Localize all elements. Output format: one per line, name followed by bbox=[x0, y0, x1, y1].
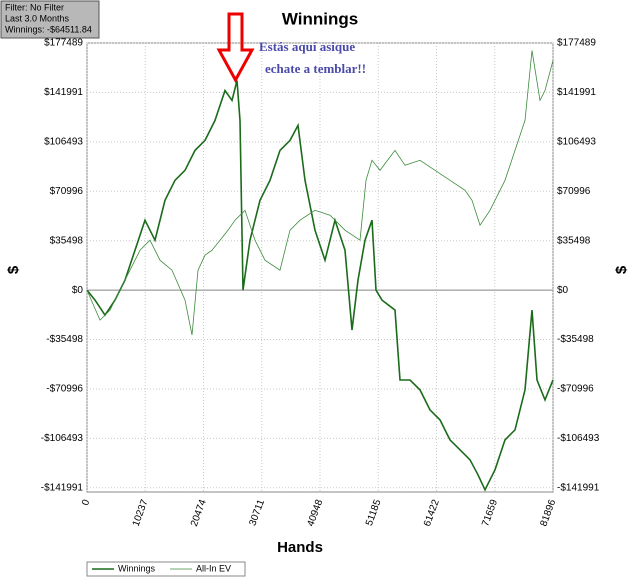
y2-tick-label: -$35498 bbox=[557, 334, 594, 345]
annotation: echate a temblar!! bbox=[265, 61, 366, 76]
y2-tick-label: $177489 bbox=[557, 38, 596, 49]
chart-title: Winnings bbox=[282, 9, 358, 28]
y2-tick-label: $70996 bbox=[557, 186, 591, 197]
x-tick-label: 0 bbox=[80, 498, 92, 507]
y2-tick-label: -$106493 bbox=[557, 433, 600, 444]
line bbox=[86, 50, 554, 336]
info-line: Winnings: -$64511.84 bbox=[5, 24, 92, 34]
y2-tick-label: $106493 bbox=[557, 136, 596, 147]
legend-items: Winnings All-In EV bbox=[92, 563, 231, 573]
y-axis-label: $ bbox=[5, 265, 22, 274]
y-tick-label: -$141991 bbox=[41, 482, 84, 493]
y2-axis-label: $ bbox=[613, 265, 630, 274]
legend-label: Winnings bbox=[118, 563, 156, 573]
y-tick-label: -$70996 bbox=[46, 384, 83, 395]
y-tick-label: $106493 bbox=[44, 136, 83, 147]
info-line: Filter: No Filter bbox=[5, 2, 64, 12]
legend-label: All-In EV bbox=[196, 563, 231, 573]
info-box bbox=[0, 0, 100, 39]
y2-tick-label: $141991 bbox=[557, 87, 596, 98]
arrow bbox=[216, 12, 255, 84]
y-tick-label: $177489 bbox=[44, 38, 83, 49]
info-line: Last 3.0 Months bbox=[5, 13, 70, 23]
y2-tick-label: -$70996 bbox=[557, 384, 594, 395]
y-tick-label: -$35498 bbox=[46, 334, 83, 345]
y2-tick-label: $0 bbox=[557, 285, 569, 296]
y-tick-label: -$106493 bbox=[41, 433, 84, 444]
y2-tick-label: -$141991 bbox=[557, 482, 600, 493]
x-axis-label: Hands bbox=[277, 539, 323, 556]
y-tick-label: $35498 bbox=[50, 235, 84, 246]
y-tick-label: $141991 bbox=[44, 87, 83, 98]
legend bbox=[86, 561, 246, 577]
line bbox=[86, 80, 554, 492]
plot-area: $177489 $177489 $141991 $141991 $106493 $1064… bbox=[41, 38, 600, 528]
annotation: Estás aquí asique bbox=[259, 39, 355, 54]
y-tick-label: $0 bbox=[72, 285, 84, 296]
y2-tick-label: $35498 bbox=[557, 235, 591, 246]
y-tick-label: $70996 bbox=[50, 186, 84, 197]
